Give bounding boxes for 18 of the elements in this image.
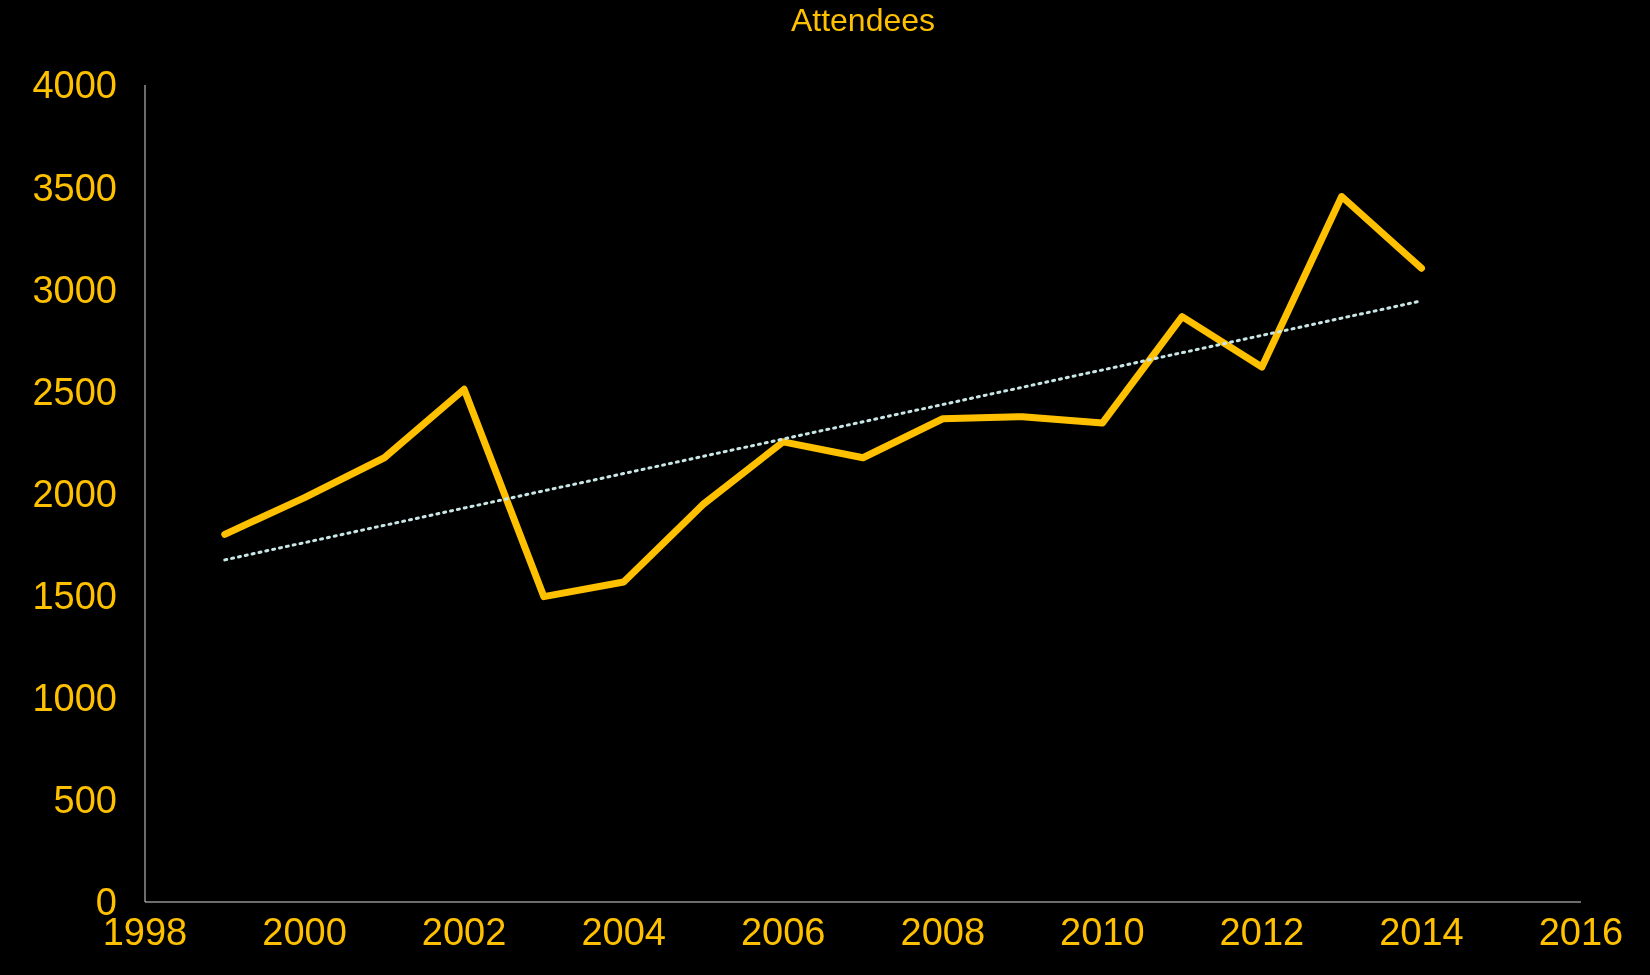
y-tick-label: 3000 xyxy=(32,268,117,311)
x-tick-label: 2010 xyxy=(1060,910,1145,953)
y-tick-label: 3500 xyxy=(32,166,117,209)
y-tick-label: 1500 xyxy=(32,575,117,618)
x-tick-label: 2006 xyxy=(740,910,826,953)
x-tick-label: 2000 xyxy=(262,910,347,953)
x-tick-label: 2002 xyxy=(421,910,507,953)
x-tick-label: 2016 xyxy=(1538,910,1624,953)
y-tick-label: 4000 xyxy=(32,64,117,107)
y-tick-label: 500 xyxy=(53,779,117,822)
x-tick-label: 2008 xyxy=(900,910,986,953)
y-tick-label: 2500 xyxy=(32,370,117,413)
chart-title: Attendees xyxy=(789,2,937,39)
x-tick-label: 2014 xyxy=(1379,910,1464,953)
x-tick-label: 2004 xyxy=(581,910,666,953)
x-tick-label: 2012 xyxy=(1219,910,1305,953)
y-tick-label: 2000 xyxy=(32,472,117,515)
y-tick-label: 1000 xyxy=(32,677,117,720)
